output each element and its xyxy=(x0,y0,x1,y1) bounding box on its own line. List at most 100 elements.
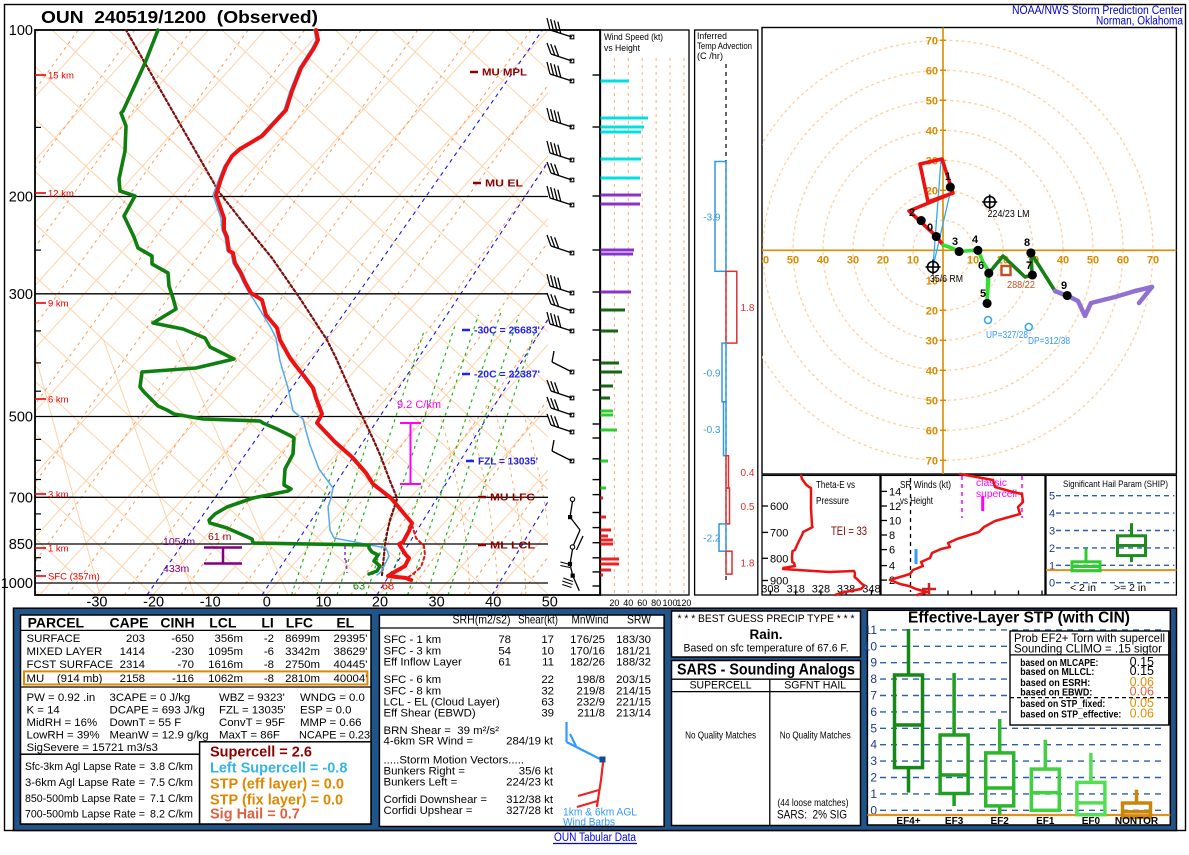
svg-text:SARS - Sounding Analogs: SARS - Sounding Analogs xyxy=(677,662,855,679)
svg-text:8699m: 8699m xyxy=(285,633,320,645)
svg-text:Left Supercell = -0.8: Left Supercell = -0.8 xyxy=(210,761,347,777)
svg-text:9: 9 xyxy=(1061,280,1067,292)
svg-text:SURFACE: SURFACE xyxy=(27,633,81,645)
svg-text:-3.9: -3.9 xyxy=(703,212,721,223)
svg-text:-20C = 22387': -20C = 22387' xyxy=(474,369,540,381)
svg-text:Eff Inflow Layer: Eff Inflow Layer xyxy=(384,657,463,669)
svg-text:K = 14: K = 14 xyxy=(27,705,60,717)
svg-text:Corfidi Upshear =: Corfidi Upshear = xyxy=(384,805,473,817)
svg-text:1414: 1414 xyxy=(120,646,145,658)
svg-text:-0.3: -0.3 xyxy=(703,425,721,436)
svg-text:0: 0 xyxy=(263,595,271,611)
svg-text:100: 100 xyxy=(9,23,33,39)
svg-text:224/23 kt: 224/23 kt xyxy=(506,777,554,789)
svg-text:8: 8 xyxy=(870,672,877,686)
svg-text:6: 6 xyxy=(889,545,895,557)
svg-text:EF2: EF2 xyxy=(991,816,1010,827)
svg-text:based on MLLCL:: based on MLLCL: xyxy=(1020,667,1094,678)
svg-text:8.2 C/km: 8.2 C/km xyxy=(150,809,193,821)
svg-text:NONTOR: NONTOR xyxy=(1115,816,1159,827)
svg-text:60: 60 xyxy=(926,65,938,77)
svg-text:PW = 0.92 .in: PW = 0.92 .in xyxy=(27,692,96,704)
svg-text:213/14: 213/14 xyxy=(616,708,651,720)
svg-text:1: 1 xyxy=(945,171,951,183)
svg-text:300: 300 xyxy=(9,287,33,303)
svg-text:176/25: 176/25 xyxy=(570,634,605,646)
svg-text:40445': 40445' xyxy=(334,659,368,671)
svg-text:ESP = 0.0: ESP = 0.0 xyxy=(300,705,351,717)
svg-text:40: 40 xyxy=(926,125,938,137)
svg-text:No Quality Matches: No Quality Matches xyxy=(780,731,851,742)
svg-text:327/28 kt: 327/28 kt xyxy=(506,805,554,817)
svg-text:3: 3 xyxy=(952,236,958,248)
svg-text:0: 0 xyxy=(1049,578,1055,590)
svg-text:284/19 kt: 284/19 kt xyxy=(506,736,554,748)
svg-text:11: 11 xyxy=(865,623,878,637)
svg-text:-8: -8 xyxy=(264,673,274,685)
svg-text:(C /hr): (C /hr) xyxy=(697,51,723,61)
svg-text:-650: -650 xyxy=(171,633,194,645)
svg-text:3 km: 3 km xyxy=(48,490,69,501)
svg-text:classic: classic xyxy=(976,477,1007,489)
svg-text:PARCEL: PARCEL xyxy=(28,615,85,631)
svg-text:MU MPL: MU MPL xyxy=(482,67,528,79)
svg-text:STP (fix layer) = 0.0: STP (fix layer) = 0.0 xyxy=(210,793,343,809)
svg-text:0.15: 0.15 xyxy=(1130,655,1154,669)
svg-text:20: 20 xyxy=(926,185,938,197)
svg-text:40: 40 xyxy=(926,365,938,377)
svg-text:17: 17 xyxy=(541,634,554,646)
svg-text:1.8: 1.8 xyxy=(741,559,755,570)
svg-text:12 km: 12 km xyxy=(48,189,74,200)
svg-text:SARS: 2% SIG: SARS: 2% SIG xyxy=(777,808,847,822)
svg-text:500: 500 xyxy=(9,410,33,426)
svg-text:318: 318 xyxy=(787,584,805,596)
svg-text:0: 0 xyxy=(870,803,877,817)
svg-text:-30C = 26683': -30C = 26683' xyxy=(474,325,540,337)
svg-text:No Quality Matches: No Quality Matches xyxy=(685,731,756,742)
svg-text:3: 3 xyxy=(1049,526,1055,538)
svg-text:68: 68 xyxy=(382,581,394,593)
svg-text:4: 4 xyxy=(889,561,895,573)
svg-text:40: 40 xyxy=(485,595,501,611)
svg-text:EL: EL xyxy=(336,615,354,631)
svg-text:433m: 433m xyxy=(163,563,190,575)
svg-text:8: 8 xyxy=(889,530,895,542)
svg-text:232/9: 232/9 xyxy=(576,696,605,708)
svg-text:600: 600 xyxy=(770,501,788,513)
svg-text:FCST SURFACE: FCST SURFACE xyxy=(27,659,114,671)
svg-text:MMP = 0.66: MMP = 0.66 xyxy=(300,717,362,729)
svg-text:2810m: 2810m xyxy=(285,673,320,685)
svg-text:0.15: 0.15 xyxy=(1130,664,1154,678)
svg-text:Wind Barbs: Wind Barbs xyxy=(563,817,615,829)
svg-text:vs Height: vs Height xyxy=(604,43,640,54)
svg-text:WBZ = 9323': WBZ = 9323' xyxy=(219,692,285,704)
svg-text:SRW: SRW xyxy=(627,613,652,627)
svg-text:Norman, Oklahoma: Norman, Oklahoma xyxy=(1096,16,1184,28)
svg-text:224/23 LM: 224/23 LM xyxy=(988,208,1030,220)
svg-text:1km & 6km AGL: 1km & 6km AGL xyxy=(563,807,637,819)
svg-text:LCL: LCL xyxy=(209,615,237,631)
svg-text:10: 10 xyxy=(889,516,901,528)
svg-text:MaxT = 86F: MaxT = 86F xyxy=(219,730,280,742)
svg-text:CINH: CINH xyxy=(160,615,194,631)
svg-text:TEI = 33: TEI = 33 xyxy=(831,524,867,538)
svg-text:15 km: 15 km xyxy=(48,71,74,82)
svg-text:70: 70 xyxy=(926,35,938,47)
svg-text:40: 40 xyxy=(817,254,829,266)
svg-text:800: 800 xyxy=(770,553,788,565)
svg-text:UP=327/28: UP=327/28 xyxy=(986,329,1028,341)
svg-text:NOAA/NWS Storm Prediction Cent: NOAA/NWS Storm Prediction Center xyxy=(1012,5,1183,17)
svg-text:4: 4 xyxy=(972,234,979,246)
svg-text:2750m: 2750m xyxy=(285,659,320,671)
svg-text:DCAPE = 693 J/kg: DCAPE = 693 J/kg xyxy=(110,705,205,717)
svg-text:60: 60 xyxy=(1117,254,1129,266)
svg-text:Rain.: Rain. xyxy=(749,627,782,642)
svg-text:FZL = 13035': FZL = 13035' xyxy=(478,456,538,468)
svg-text:8: 8 xyxy=(1024,237,1030,249)
svg-text:-0.9: -0.9 xyxy=(703,369,721,380)
svg-text:12: 12 xyxy=(889,501,901,513)
svg-text:20: 20 xyxy=(372,595,388,611)
svg-text:30: 30 xyxy=(847,254,859,266)
svg-text:ML LCL: ML LCL xyxy=(490,540,536,552)
svg-text:219/8: 219/8 xyxy=(576,685,605,697)
